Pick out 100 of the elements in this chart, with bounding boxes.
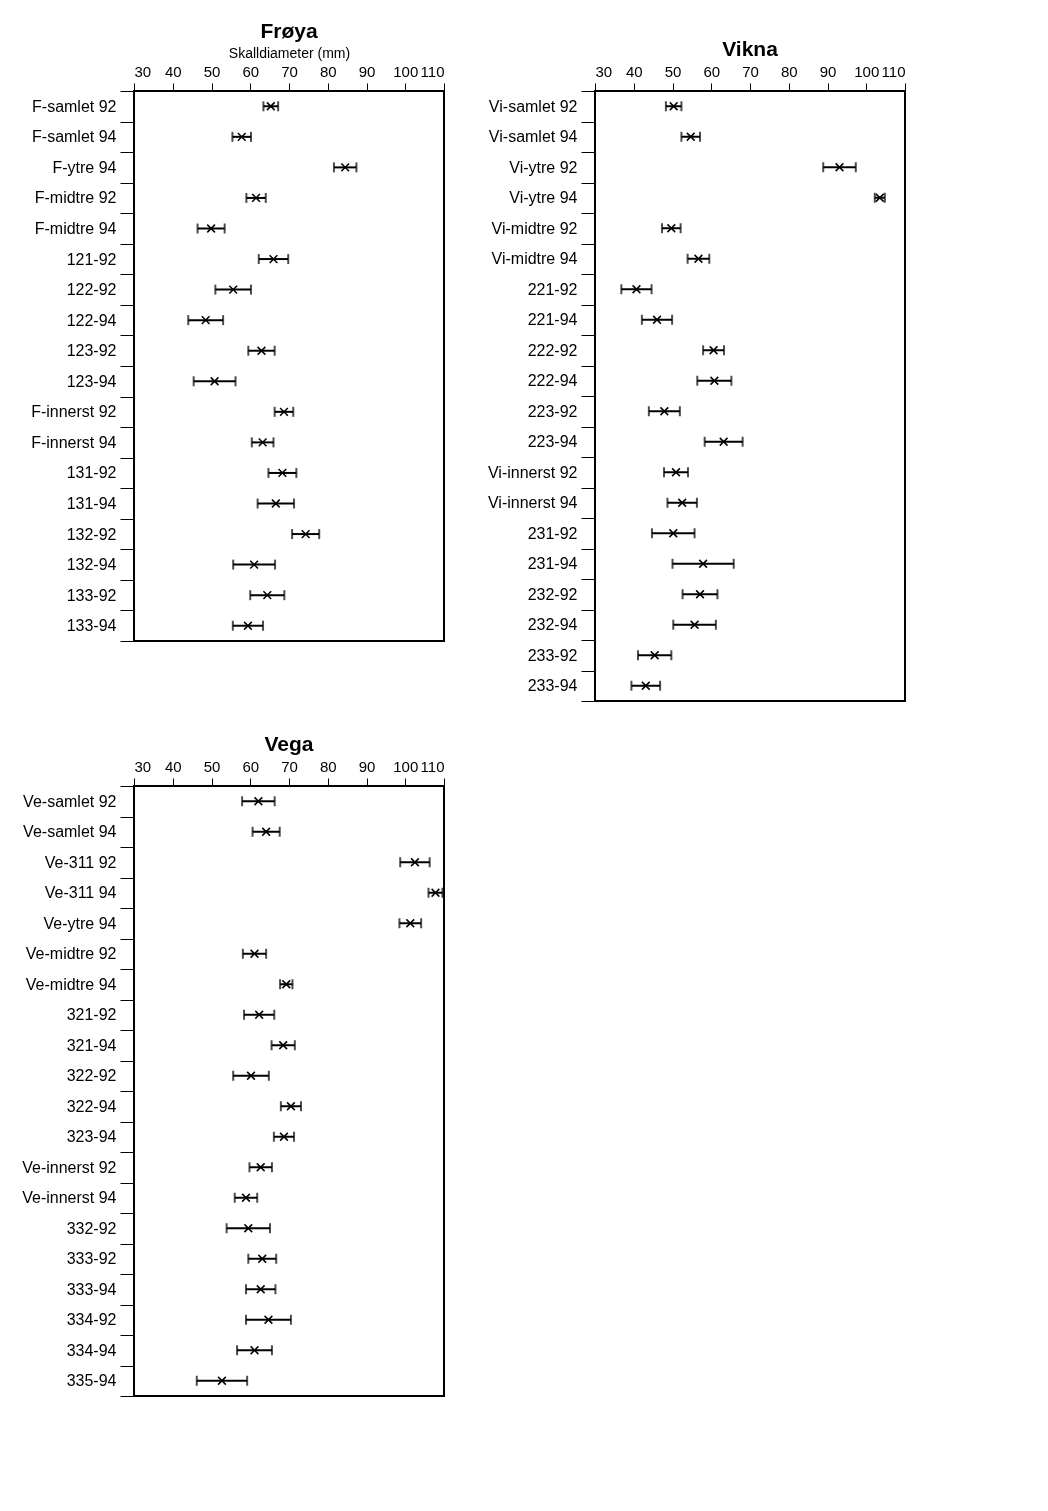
chart-title: Vega xyxy=(264,732,314,755)
y-tick-label: 322-94 xyxy=(66,1097,117,1115)
y-tick-label: Ve-midtre 94 xyxy=(25,975,117,993)
y-tick-label: Ve-ytre 94 xyxy=(43,914,117,932)
x-tick-label: 40 xyxy=(164,62,182,80)
point xyxy=(405,918,415,928)
y-tick-label: 123-94 xyxy=(66,372,117,390)
y-tick-label: 121-92 xyxy=(66,250,117,268)
y-tick-label: 333-94 xyxy=(66,1280,117,1298)
point xyxy=(262,590,272,600)
y-tick-label: Vi-midtre 94 xyxy=(491,250,578,268)
point xyxy=(278,1040,288,1050)
y-tick-label: 223-92 xyxy=(527,402,578,420)
x-tick-label: 110 xyxy=(420,62,445,80)
x-tick-label: 90 xyxy=(358,62,376,80)
y-tick-label: 232-94 xyxy=(527,616,578,634)
x-tick-label: 110 xyxy=(881,62,906,80)
point xyxy=(251,193,261,203)
point xyxy=(206,223,216,234)
y-tick-label: 321-94 xyxy=(66,1036,117,1054)
point xyxy=(217,1376,227,1386)
y-tick-label: 231-92 xyxy=(527,524,578,542)
y-tick-label: 131-94 xyxy=(66,495,117,512)
point xyxy=(241,1193,251,1203)
y-tick-label: 332-92 xyxy=(66,1219,117,1237)
point xyxy=(246,1071,256,1081)
y-tick-label: Vi-samlet 92 xyxy=(488,97,578,115)
y-tick-label: 333-92 xyxy=(66,1250,117,1268)
chart-title: Frøya xyxy=(260,19,318,42)
point xyxy=(209,376,220,386)
y-tick-label: 132-92 xyxy=(66,525,117,543)
y-tick-label: 231-94 xyxy=(527,555,578,573)
point xyxy=(263,1315,274,1325)
point xyxy=(693,254,704,264)
y-tick-label: F-midtre 94 xyxy=(34,220,117,237)
y-tick-label: 221-92 xyxy=(527,280,578,298)
point xyxy=(708,345,719,355)
y-tick-label: F-midtre 92 xyxy=(34,189,117,207)
y-tick-label: 335-94 xyxy=(66,1372,117,1390)
y-tick-label: F-ytre 94 xyxy=(52,158,117,176)
x-tick-label: 40 xyxy=(625,62,643,80)
x-tick-label: 70 xyxy=(742,62,759,80)
x-tick-label: 60 xyxy=(242,62,260,80)
x-tick-label: 50 xyxy=(664,62,682,80)
x-tick-label: 70 xyxy=(281,757,298,775)
point xyxy=(201,315,211,325)
point xyxy=(257,1254,267,1264)
y-tick-label: 132-94 xyxy=(66,556,117,574)
point xyxy=(340,162,350,173)
x-tick-label: 110 xyxy=(420,757,445,775)
point xyxy=(652,315,662,325)
point xyxy=(253,796,264,806)
point xyxy=(286,1101,296,1111)
y-tick-label: Vi-samlet 94 xyxy=(488,128,578,146)
point xyxy=(650,650,660,660)
y-tick-label: 133-94 xyxy=(66,617,117,635)
y-tick-label: 334-94 xyxy=(66,1341,117,1359)
point xyxy=(277,468,288,478)
point xyxy=(279,407,289,417)
y-tick-label: Vi-midtre 92 xyxy=(491,219,578,237)
y-tick-label: Ve-311 92 xyxy=(44,853,117,871)
x-tick-label: 70 xyxy=(281,62,298,80)
point xyxy=(641,681,651,691)
x-tick-label: 30 xyxy=(134,62,152,80)
point xyxy=(228,284,238,295)
y-tick-label: Vi-innerst 92 xyxy=(487,463,578,481)
y-tick-label: 123-92 xyxy=(66,342,117,360)
x-tick-label: 50 xyxy=(203,62,221,80)
x-tick-label: 80 xyxy=(780,62,798,80)
y-tick-label: Ve-innerst 92 xyxy=(22,1158,117,1176)
x-tick-label: 100 xyxy=(393,757,419,775)
x-tick-label: 80 xyxy=(319,62,337,80)
y-tick-label: 133-92 xyxy=(66,586,117,604)
y-tick-label: 222-92 xyxy=(527,341,578,359)
x-tick-label: 100 xyxy=(854,62,880,80)
y-tick-label: 323-94 xyxy=(66,1128,117,1146)
x-tick-label: 50 xyxy=(203,757,221,775)
y-tick-label: 131-92 xyxy=(66,464,117,482)
y-tick-label: F-samlet 94 xyxy=(32,128,117,146)
point xyxy=(410,857,420,867)
point xyxy=(631,284,642,294)
point xyxy=(249,949,260,959)
x-tick-label: 60 xyxy=(703,62,721,80)
point xyxy=(266,101,276,111)
x-tick-label: 30 xyxy=(595,62,613,80)
y-tick-label: 221-94 xyxy=(527,311,578,329)
point xyxy=(659,406,669,416)
point xyxy=(237,132,247,142)
y-tick-label: Ve-samlet 94 xyxy=(23,823,117,841)
y-tick-label: F-samlet 92 xyxy=(32,97,117,115)
y-tick-label: Ve-innerst 94 xyxy=(22,1189,117,1207)
point xyxy=(709,376,719,386)
y-tick-label: 233-94 xyxy=(527,677,578,695)
point xyxy=(671,467,681,477)
point xyxy=(258,437,268,448)
point xyxy=(834,162,845,172)
point xyxy=(271,498,281,509)
point xyxy=(268,254,279,264)
x-tick-label: 30 xyxy=(134,757,152,775)
point xyxy=(666,223,676,233)
